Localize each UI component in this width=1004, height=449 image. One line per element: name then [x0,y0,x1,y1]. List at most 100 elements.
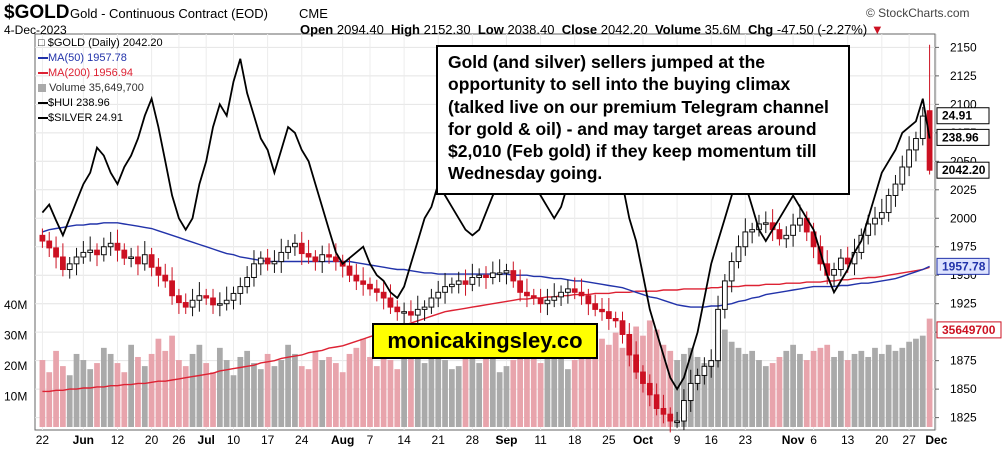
candle-body [162,274,169,282]
price-tick-label: 1850 [950,382,977,396]
date-tick-label: 20 [875,433,889,447]
volume-bar [141,366,148,427]
candle-body [585,295,592,305]
volume-bar [353,347,360,427]
candle-body [783,234,790,240]
price-tick-label: 1925 [950,297,977,311]
line-swatch-icon [38,102,48,105]
candle-body [701,365,708,376]
date-tick-label: 10 [227,433,241,447]
volume-bar [251,363,257,427]
volume-bar [332,363,339,427]
high-label: High [391,22,420,37]
candle-body [626,333,633,356]
candle-body [53,247,59,258]
candle-body [230,292,237,301]
candle-body [551,296,558,301]
volume-bar [435,347,442,427]
volume-bar [442,360,448,427]
volume-bar [919,335,926,427]
candle-body [264,257,271,265]
candle-body [278,251,285,263]
volume-bar [858,350,865,427]
candle-body [121,249,128,259]
volume-bar [612,332,619,427]
candle-body [100,246,107,256]
candle-body [776,229,783,240]
open-value: 2094.40 [336,22,384,37]
candle-body [837,257,844,271]
candle-body [135,256,141,265]
candle-body [107,242,114,248]
date-tick-label: Oct [633,433,653,447]
volume-bar [926,318,933,427]
candle-body [39,234,46,242]
down-arrow-icon: ▼ [870,22,884,37]
volume-bar [223,360,230,427]
volume-bar [476,363,483,427]
legend-volume-text: Volume 35,649,700 [49,82,144,94]
volume-bar [872,347,878,427]
volume-bar [831,356,837,427]
candle-body [476,274,483,278]
candle-body [237,286,244,294]
volume-bar [530,356,537,427]
candle-body [367,283,373,290]
volume-bar [674,360,680,427]
volume-value: 35.6M [704,22,741,37]
candle-body [292,242,298,248]
volume-bar [339,372,346,427]
volume-bar [114,363,121,427]
volume-bar [264,353,271,427]
volume-bar [510,360,517,427]
candle-body [728,261,735,282]
candle-body [653,394,660,409]
candle-body [203,295,210,299]
low-value: 2038.40 [507,22,555,37]
date-tick-label: Nov [782,433,805,447]
price-axis: 1825185018751900192519501975200020252050… [935,40,977,425]
candle-body [619,320,626,335]
volume-bar [728,341,735,427]
line-swatch-icon [38,117,48,120]
volume-bar [838,350,844,427]
candle-body [749,229,756,233]
candle-body [510,270,517,282]
volume-bar [169,335,175,427]
volume-bar [135,356,141,427]
candle-body [326,254,332,258]
volume-bar [73,353,80,427]
candle-body [94,249,100,256]
candle-body [271,261,278,265]
volume-bar [189,353,196,427]
promo-banner[interactable]: monicakingsley.co [372,323,598,359]
open-label: Open [300,22,334,37]
volume-bar [599,338,605,427]
volume-bar [551,347,558,427]
date-tick-label: 13 [841,433,855,447]
price-tick-label: 1875 [950,354,977,368]
candle-body [141,254,148,265]
candle-body [155,266,162,276]
volume-label: Volume [654,22,701,37]
volume-bar [326,356,332,427]
volume-bar [210,372,216,427]
volume-bar [230,375,237,427]
candle-body [66,263,73,271]
volume-bar [653,329,660,427]
bar-swatch-icon [38,84,46,93]
volume-bar [626,338,633,427]
candle-body [599,308,605,313]
candle-body [332,256,339,263]
date-tick-label: Dec [925,433,947,447]
candle-body [708,360,715,367]
candle-body [455,280,462,285]
candle-body [210,297,216,306]
candle-body [578,291,585,297]
contract-name: Gold - Continuous Contract (EOD) [70,6,268,21]
volume-bar [797,353,803,427]
volume-axis: 10M 20M 30M 40M [4,298,27,403]
volume-bar [885,344,892,427]
volume-bar [496,372,503,427]
symbol-title: $GOLD [4,2,70,23]
